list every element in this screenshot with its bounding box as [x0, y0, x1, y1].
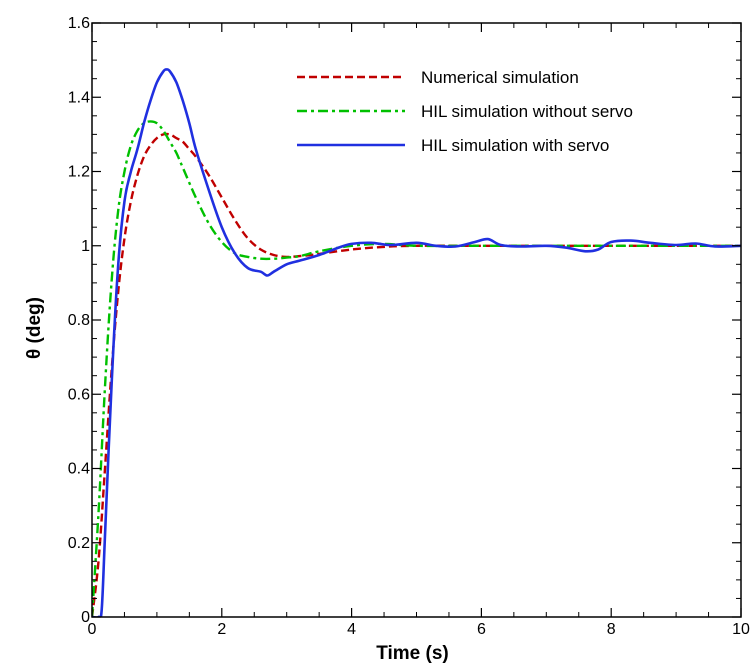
y-tick-label: 0: [81, 609, 90, 626]
x-tick-label: 4: [347, 621, 356, 638]
series-line-1: [92, 120, 741, 617]
x-tick-label: 8: [607, 621, 616, 638]
series-line-2: [92, 68, 741, 617]
x-tick-label: 2: [217, 621, 226, 638]
y-axis-title: θ (deg): [24, 297, 45, 359]
y-tick-label: 0.8: [68, 312, 90, 329]
legend-label-1: HIL simulation without servo: [421, 102, 633, 121]
series-layer: [92, 68, 741, 617]
legend-label-2: HIL simulation with servo: [421, 136, 609, 155]
x-tick-label: 6: [477, 621, 486, 638]
y-tick-label: 0.4: [68, 461, 90, 478]
legend-label-0: Numerical simulation: [421, 68, 579, 87]
plot-frame: [91, 22, 742, 618]
series-line-0: [92, 132, 741, 617]
axes-layer: 0 2 4 6 8 10 0 0.2 0.4 0.6 0.8 1 1.2 1.4 1.6: [68, 15, 750, 638]
y-tick-label: 1.6: [68, 15, 90, 32]
x-tick-label: 10: [732, 621, 750, 638]
x-tick-label: 0: [88, 621, 97, 638]
y-tick-label: 1.2: [68, 164, 90, 181]
legend: Numerical simulation HIL simulation witho…: [297, 68, 633, 155]
y-tick-label: 1: [81, 238, 90, 255]
y-tick-label: 1.4: [68, 89, 90, 106]
y-tick-label: 0.2: [68, 535, 90, 552]
y-tick-label: 0.6: [68, 386, 90, 403]
x-axis-title: Time (s): [376, 643, 449, 664]
